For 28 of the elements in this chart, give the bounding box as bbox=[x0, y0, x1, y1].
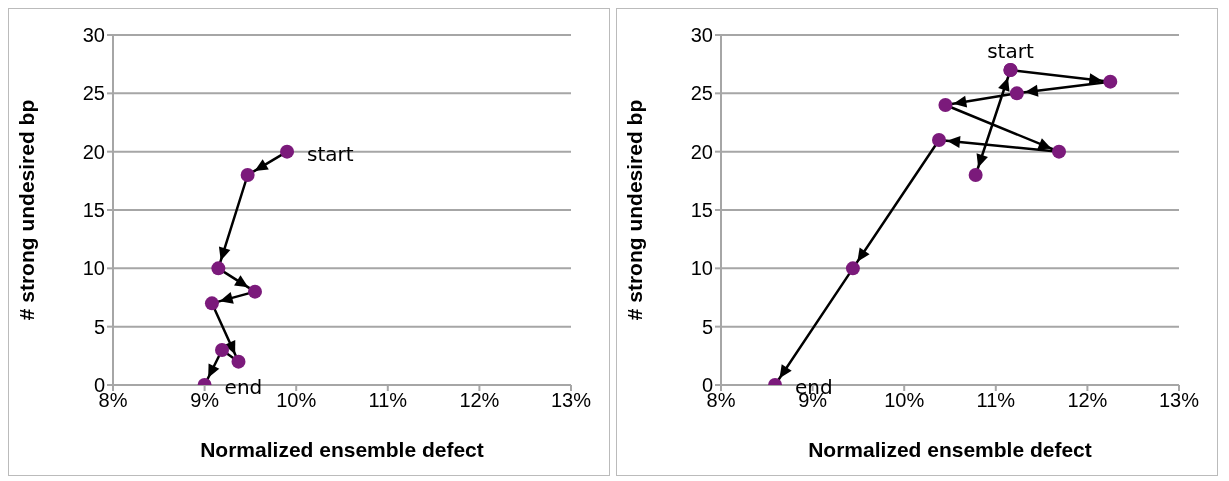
x-tick-label: 10% bbox=[884, 389, 925, 412]
x-tick-label: 11% bbox=[368, 389, 408, 412]
y-tick-label: 20 bbox=[82, 140, 105, 163]
y-tick-label: 25 bbox=[690, 82, 713, 105]
y-tick-label: 30 bbox=[82, 24, 105, 47]
x-tick-label: 12% bbox=[459, 389, 500, 412]
y-tick-label: 5 bbox=[93, 315, 105, 338]
x-tick-label: 13% bbox=[1158, 389, 1200, 412]
x-axis-title: Normalized ensemble defect bbox=[808, 438, 1092, 461]
y-tick-label: 10 bbox=[690, 257, 713, 280]
x-tick-label: 11% bbox=[976, 389, 1016, 412]
y-tick-label: 20 bbox=[690, 140, 713, 163]
y-tick-label: 10 bbox=[82, 257, 105, 280]
x-tick-label: 13% bbox=[550, 389, 592, 412]
y-tick-label: 5 bbox=[701, 315, 713, 338]
x-tick-label: 9% bbox=[190, 389, 220, 412]
y-tick-label: 15 bbox=[690, 199, 713, 222]
annotation: start bbox=[307, 141, 354, 166]
y-tick-label: 25 bbox=[82, 82, 105, 105]
x-tick-label: 10% bbox=[276, 389, 317, 412]
y-axis-title: # strong undesired bp bbox=[15, 99, 39, 321]
y-tick-label: 15 bbox=[82, 199, 105, 222]
y-tick-label: 30 bbox=[690, 24, 713, 47]
x-tick-label: 12% bbox=[1067, 389, 1108, 412]
y-axis-title: # strong undesired bp bbox=[623, 99, 647, 321]
annotation: end bbox=[224, 375, 263, 400]
annotation: start bbox=[987, 39, 1034, 63]
x-axis-title: Normalized ensemble defect bbox=[200, 438, 484, 461]
